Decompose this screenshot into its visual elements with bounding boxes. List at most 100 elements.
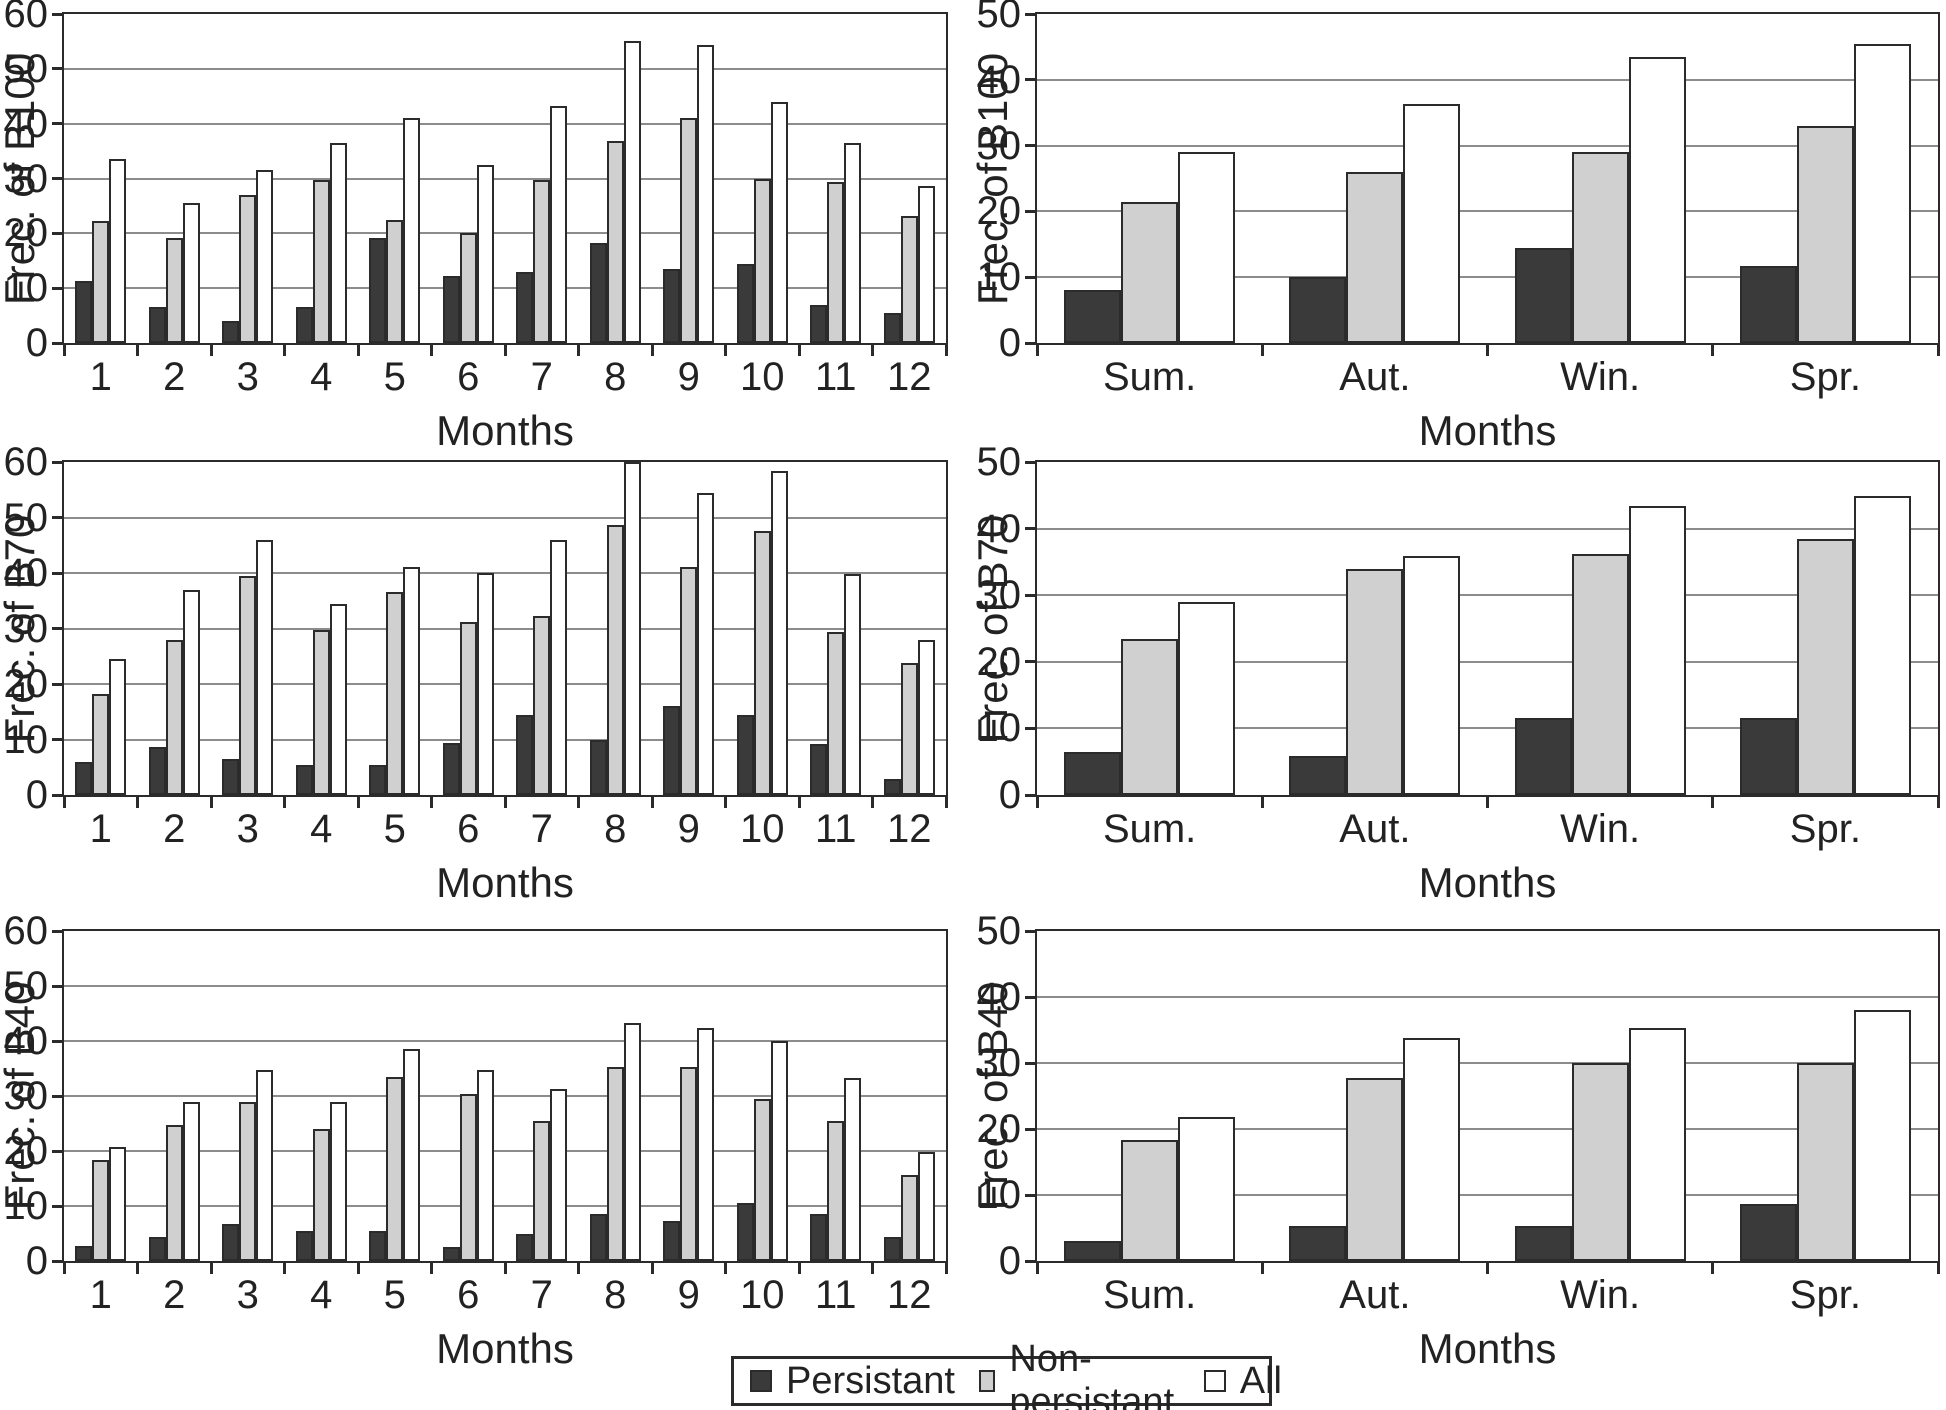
bar-all	[329, 142, 347, 343]
gridline	[1037, 78, 1938, 81]
legend-label-all: All	[1239, 1359, 1282, 1402]
y-tick-label: 20	[976, 189, 1022, 234]
x-tick-label: 7	[530, 355, 553, 399]
y-tick-label: 30	[3, 156, 49, 201]
plot-area	[1035, 460, 1940, 797]
bar-non-persistant	[165, 1125, 183, 1261]
x-tick-mark	[1260, 345, 1264, 356]
y-tick-label: 30	[976, 123, 1022, 168]
bar-persistant	[516, 715, 534, 795]
bar-non-persistant	[1346, 171, 1404, 343]
bar-non-persistant	[239, 1102, 257, 1261]
x-tick-label: 4	[310, 807, 333, 851]
bar-all	[697, 45, 715, 343]
bar-persistant	[75, 761, 93, 795]
legend-label-non-persistant: Non-persistant	[1009, 1338, 1175, 1410]
bar-all	[623, 41, 641, 343]
y-tick-mark	[52, 571, 62, 575]
bar-non-persistant	[1121, 201, 1179, 343]
x-tick-mark	[136, 1263, 139, 1274]
x-tick-label: 2	[163, 355, 186, 399]
bar-all	[550, 540, 568, 795]
bar-all	[476, 164, 494, 343]
bar-persistant	[589, 242, 607, 343]
x-tick-mark	[1936, 797, 1940, 808]
y-tick-mark	[52, 67, 62, 71]
bar-all	[182, 203, 200, 343]
x-tick-mark	[356, 797, 360, 808]
y-tick-mark	[1025, 929, 1035, 933]
bar-persistant	[442, 1246, 460, 1261]
bar-all	[256, 170, 274, 343]
bar-non-persistant	[680, 567, 698, 795]
y-tick-label: 30	[3, 1074, 49, 1118]
x-tick-label: 2	[163, 807, 186, 851]
x-tick-label: 6	[457, 807, 480, 851]
plot-area	[1035, 929, 1940, 1263]
y-tick-mark	[1025, 527, 1035, 531]
bar-non-persistant	[827, 1121, 845, 1261]
x-tick-label: 7	[530, 807, 553, 851]
bar-non-persistant	[606, 525, 624, 795]
bar-persistant	[810, 1214, 828, 1261]
gridline	[1037, 1128, 1938, 1130]
y-tick-mark	[52, 286, 62, 290]
x-tick-label: 3	[236, 807, 259, 851]
x-tick-label: 4	[310, 355, 333, 399]
y-tick-mark	[1025, 275, 1035, 279]
y-tick-mark	[52, 738, 62, 741]
bar-non-persistant	[533, 616, 551, 795]
x-tick-label: Sum.	[1102, 807, 1197, 851]
gridline	[64, 572, 946, 574]
y-tick-mark	[1025, 460, 1035, 464]
gridline	[1037, 144, 1938, 147]
gridline	[1037, 1194, 1938, 1196]
gridline	[1037, 527, 1938, 530]
y-tick-mark	[1025, 1193, 1035, 1197]
x-tick-mark	[430, 345, 433, 356]
bar-persistant	[442, 743, 460, 795]
bar-non-persistant	[680, 1067, 698, 1261]
bar-persistant	[810, 304, 828, 343]
y-tick-label: 50	[976, 0, 1022, 36]
gridline	[64, 738, 946, 741]
x-tick-mark	[1936, 1263, 1940, 1274]
y-tick-mark	[1025, 1259, 1035, 1263]
y-tick-label: 0	[25, 1239, 48, 1283]
bar-persistant	[1064, 1241, 1122, 1261]
x-tick-label: 8	[604, 807, 627, 851]
bar-all	[1178, 601, 1236, 795]
x-axis-title: Months	[1418, 1325, 1557, 1372]
y-tick-mark	[1025, 793, 1035, 797]
y-tick-mark	[52, 177, 62, 180]
bar-persistant	[883, 1237, 901, 1261]
bar-non-persistant	[312, 179, 330, 343]
gridline	[1037, 594, 1938, 597]
x-axis-title: Months	[1418, 859, 1557, 906]
bar-non-persistant	[827, 632, 845, 795]
gridline	[64, 287, 946, 290]
y-axis-title: Frec. of B70	[969, 514, 1016, 743]
bar-all	[1628, 505, 1686, 795]
bar-all	[256, 540, 274, 795]
x-tick-mark	[430, 1263, 433, 1274]
bar-persistant	[516, 271, 534, 343]
bar-non-persistant	[753, 1098, 771, 1261]
bar-all	[109, 659, 127, 795]
bar-all	[770, 470, 788, 795]
x-tick-label: 11	[814, 355, 857, 399]
bar-all	[1628, 1028, 1686, 1261]
x-tick-label: Win.	[1560, 807, 1641, 851]
y-tick-mark	[1025, 593, 1035, 597]
y-tick-label: 40	[3, 1019, 49, 1063]
bar-persistant	[663, 268, 681, 343]
x-tick-label: 9	[677, 1273, 700, 1317]
bar-all	[623, 1022, 641, 1261]
bar-all	[403, 1049, 421, 1261]
y-tick-label: 20	[3, 1129, 49, 1173]
x-tick-mark	[136, 345, 139, 356]
bar-all	[917, 1151, 935, 1261]
x-tick-mark	[944, 345, 948, 356]
bar-persistant	[663, 1220, 681, 1261]
